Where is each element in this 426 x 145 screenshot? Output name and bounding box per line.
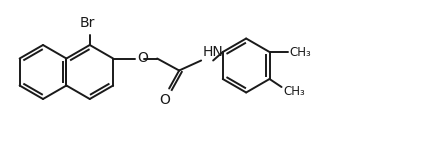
Text: O: O: [137, 51, 148, 66]
Text: Br: Br: [80, 16, 95, 30]
Text: CH₃: CH₃: [290, 46, 311, 58]
Text: CH₃: CH₃: [284, 85, 305, 97]
Text: O: O: [160, 94, 170, 107]
Text: HN: HN: [202, 45, 223, 58]
